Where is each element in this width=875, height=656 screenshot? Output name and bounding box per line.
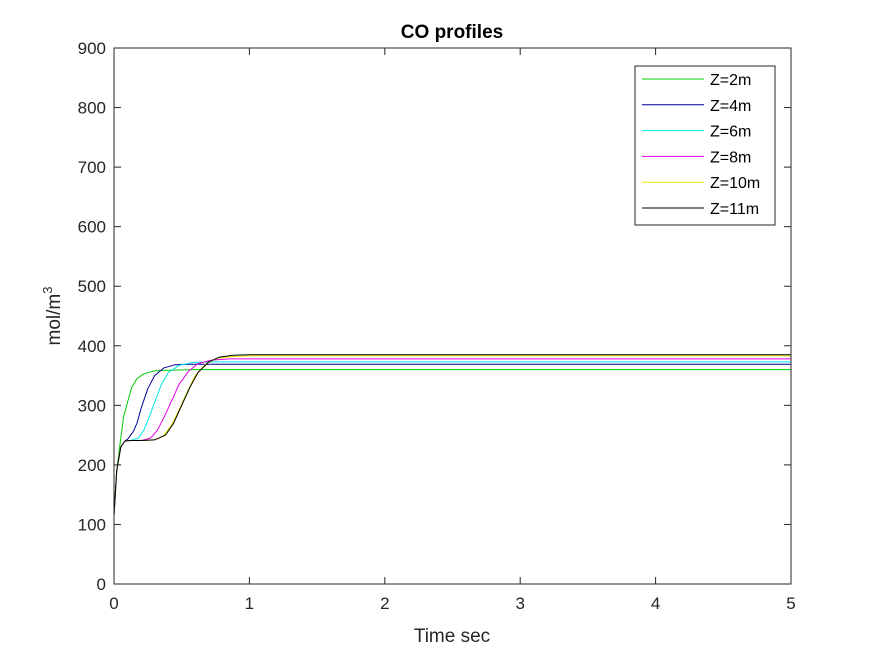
legend-label: Z=2m (710, 72, 751, 89)
y-tick-label: 500 (78, 277, 106, 296)
x-tick-label: 3 (515, 594, 524, 613)
legend: Z=2m Z=4m Z=6m Z=8m Z=10m Z=11m (634, 65, 776, 226)
series-line-z-11m (113, 354, 791, 516)
legend-label: Z=4m (710, 98, 751, 115)
legend-label: Z=11m (710, 201, 759, 218)
chart-title: CO profiles (401, 22, 503, 43)
x-axis-title: Time sec (414, 626, 490, 647)
x-tick-label: 0 (109, 594, 118, 613)
y-tick-label: 700 (78, 158, 106, 177)
y-axis-title: mol/m3 (40, 287, 65, 346)
series-layer (113, 354, 791, 516)
series-line-z-2m (113, 369, 791, 516)
y-tick-label: 0 (97, 575, 106, 594)
x-tick-label: 2 (380, 594, 389, 613)
y-axis-title-base: mol/m (44, 294, 65, 346)
y-tick-label: 200 (78, 456, 106, 475)
y-tick-label: 900 (78, 39, 106, 58)
x-tick-label: 5 (786, 594, 795, 613)
y-tick-label: 300 (78, 396, 106, 415)
y-axis-title-superscript: 3 (40, 287, 55, 294)
legend-label: Z=8m (710, 149, 751, 166)
plot-box (113, 47, 792, 585)
axis-layer: 0 1 2 3 4 5 0 100 200 300 400 500 600 700 800 900 (78, 39, 796, 613)
y-tick-label: 400 (78, 337, 106, 356)
legend-label: Z=6m (710, 124, 751, 141)
y-tick-label: 800 (78, 99, 106, 118)
x-tick-label: 4 (651, 594, 660, 613)
legend-box (634, 65, 776, 226)
legend-label: Z=10m (710, 175, 760, 192)
y-tick-label: 100 (78, 515, 106, 534)
x-tick-label: 1 (245, 594, 254, 613)
y-tick-label: 600 (78, 218, 106, 237)
